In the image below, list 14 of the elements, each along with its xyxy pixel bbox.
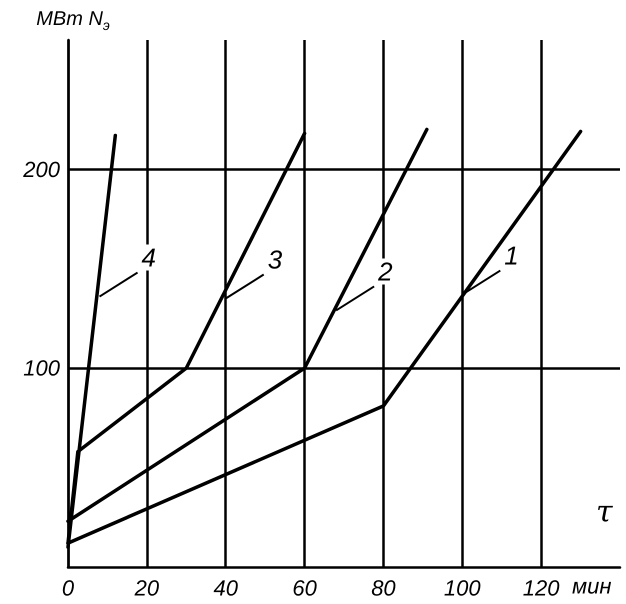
x-axis-title: τ	[596, 494, 613, 530]
annotation: 4	[142, 242, 156, 273]
x-tick-label: 0	[62, 576, 75, 600]
x-tick-label: 40	[213, 576, 239, 600]
x-tick-label: 120	[522, 576, 560, 600]
annotation: 2	[377, 256, 394, 286]
y-tick-label: 200	[22, 156, 61, 182]
x-tick-label: 100	[444, 576, 482, 600]
x-tick-label: 20	[134, 576, 160, 600]
x-tick-label: 80	[371, 576, 396, 600]
x-tick-label: 60	[292, 576, 318, 600]
annotation: 3	[268, 244, 283, 275]
annotation: 1	[504, 240, 519, 271]
text: мин	[572, 574, 612, 598]
